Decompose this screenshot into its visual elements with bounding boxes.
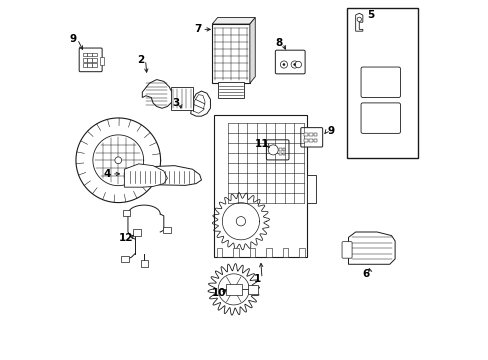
Circle shape	[282, 63, 285, 66]
Bar	[313, 133, 317, 136]
Bar	[123, 211, 129, 216]
Bar	[82, 63, 87, 67]
Bar	[140, 260, 148, 267]
Bar	[233, 248, 238, 257]
Text: 10: 10	[211, 288, 225, 298]
Text: 5: 5	[366, 10, 374, 21]
Bar	[216, 248, 222, 257]
Text: 8: 8	[274, 38, 282, 48]
Polygon shape	[142, 80, 172, 108]
Bar	[87, 63, 92, 67]
Polygon shape	[190, 91, 210, 116]
Text: 9: 9	[69, 34, 77, 44]
Bar	[82, 53, 87, 56]
FancyBboxPatch shape	[300, 128, 322, 147]
Bar	[92, 58, 97, 62]
Bar	[265, 248, 271, 257]
Bar	[346, 8, 418, 158]
Bar	[308, 139, 312, 142]
Circle shape	[356, 17, 361, 22]
Bar	[100, 57, 104, 65]
FancyBboxPatch shape	[266, 140, 288, 160]
Circle shape	[293, 63, 295, 66]
FancyBboxPatch shape	[360, 67, 400, 98]
Bar	[249, 248, 255, 257]
Bar	[171, 87, 192, 110]
Polygon shape	[124, 164, 167, 187]
Bar	[298, 248, 304, 257]
Bar	[82, 58, 87, 62]
FancyBboxPatch shape	[341, 242, 351, 258]
Circle shape	[290, 61, 298, 68]
Text: 11: 11	[255, 139, 269, 149]
Bar	[217, 82, 244, 98]
Bar	[278, 148, 281, 150]
Circle shape	[267, 145, 278, 155]
Bar	[92, 53, 97, 56]
Text: 7: 7	[194, 24, 201, 35]
Text: 1: 1	[254, 274, 261, 284]
Text: 12: 12	[119, 233, 133, 243]
Bar	[278, 153, 281, 155]
Bar	[304, 139, 307, 142]
Polygon shape	[212, 18, 255, 24]
Bar	[248, 285, 258, 294]
Bar	[282, 248, 287, 257]
Text: 2: 2	[137, 55, 144, 65]
Text: 6: 6	[362, 269, 369, 279]
Bar	[313, 139, 317, 142]
Text: 3: 3	[172, 98, 179, 108]
Circle shape	[236, 217, 245, 226]
Circle shape	[115, 157, 122, 164]
Bar	[163, 226, 171, 233]
FancyBboxPatch shape	[79, 48, 102, 72]
Bar	[308, 133, 312, 136]
Circle shape	[294, 61, 301, 68]
Bar	[92, 63, 97, 67]
Bar	[212, 24, 249, 83]
Circle shape	[280, 61, 287, 68]
Bar	[132, 229, 140, 235]
Polygon shape	[348, 232, 394, 264]
Text: 4: 4	[103, 169, 111, 179]
Bar	[121, 256, 128, 262]
Polygon shape	[355, 13, 362, 31]
Bar	[225, 284, 241, 295]
Bar	[87, 58, 92, 62]
Bar	[306, 175, 316, 203]
Bar	[282, 153, 285, 155]
Bar	[282, 148, 285, 150]
FancyBboxPatch shape	[360, 103, 400, 134]
Bar	[214, 116, 306, 257]
Bar	[87, 53, 92, 56]
Bar	[304, 133, 307, 136]
Polygon shape	[124, 166, 201, 185]
Text: 9: 9	[327, 126, 334, 136]
Polygon shape	[249, 18, 255, 83]
FancyBboxPatch shape	[275, 50, 305, 74]
